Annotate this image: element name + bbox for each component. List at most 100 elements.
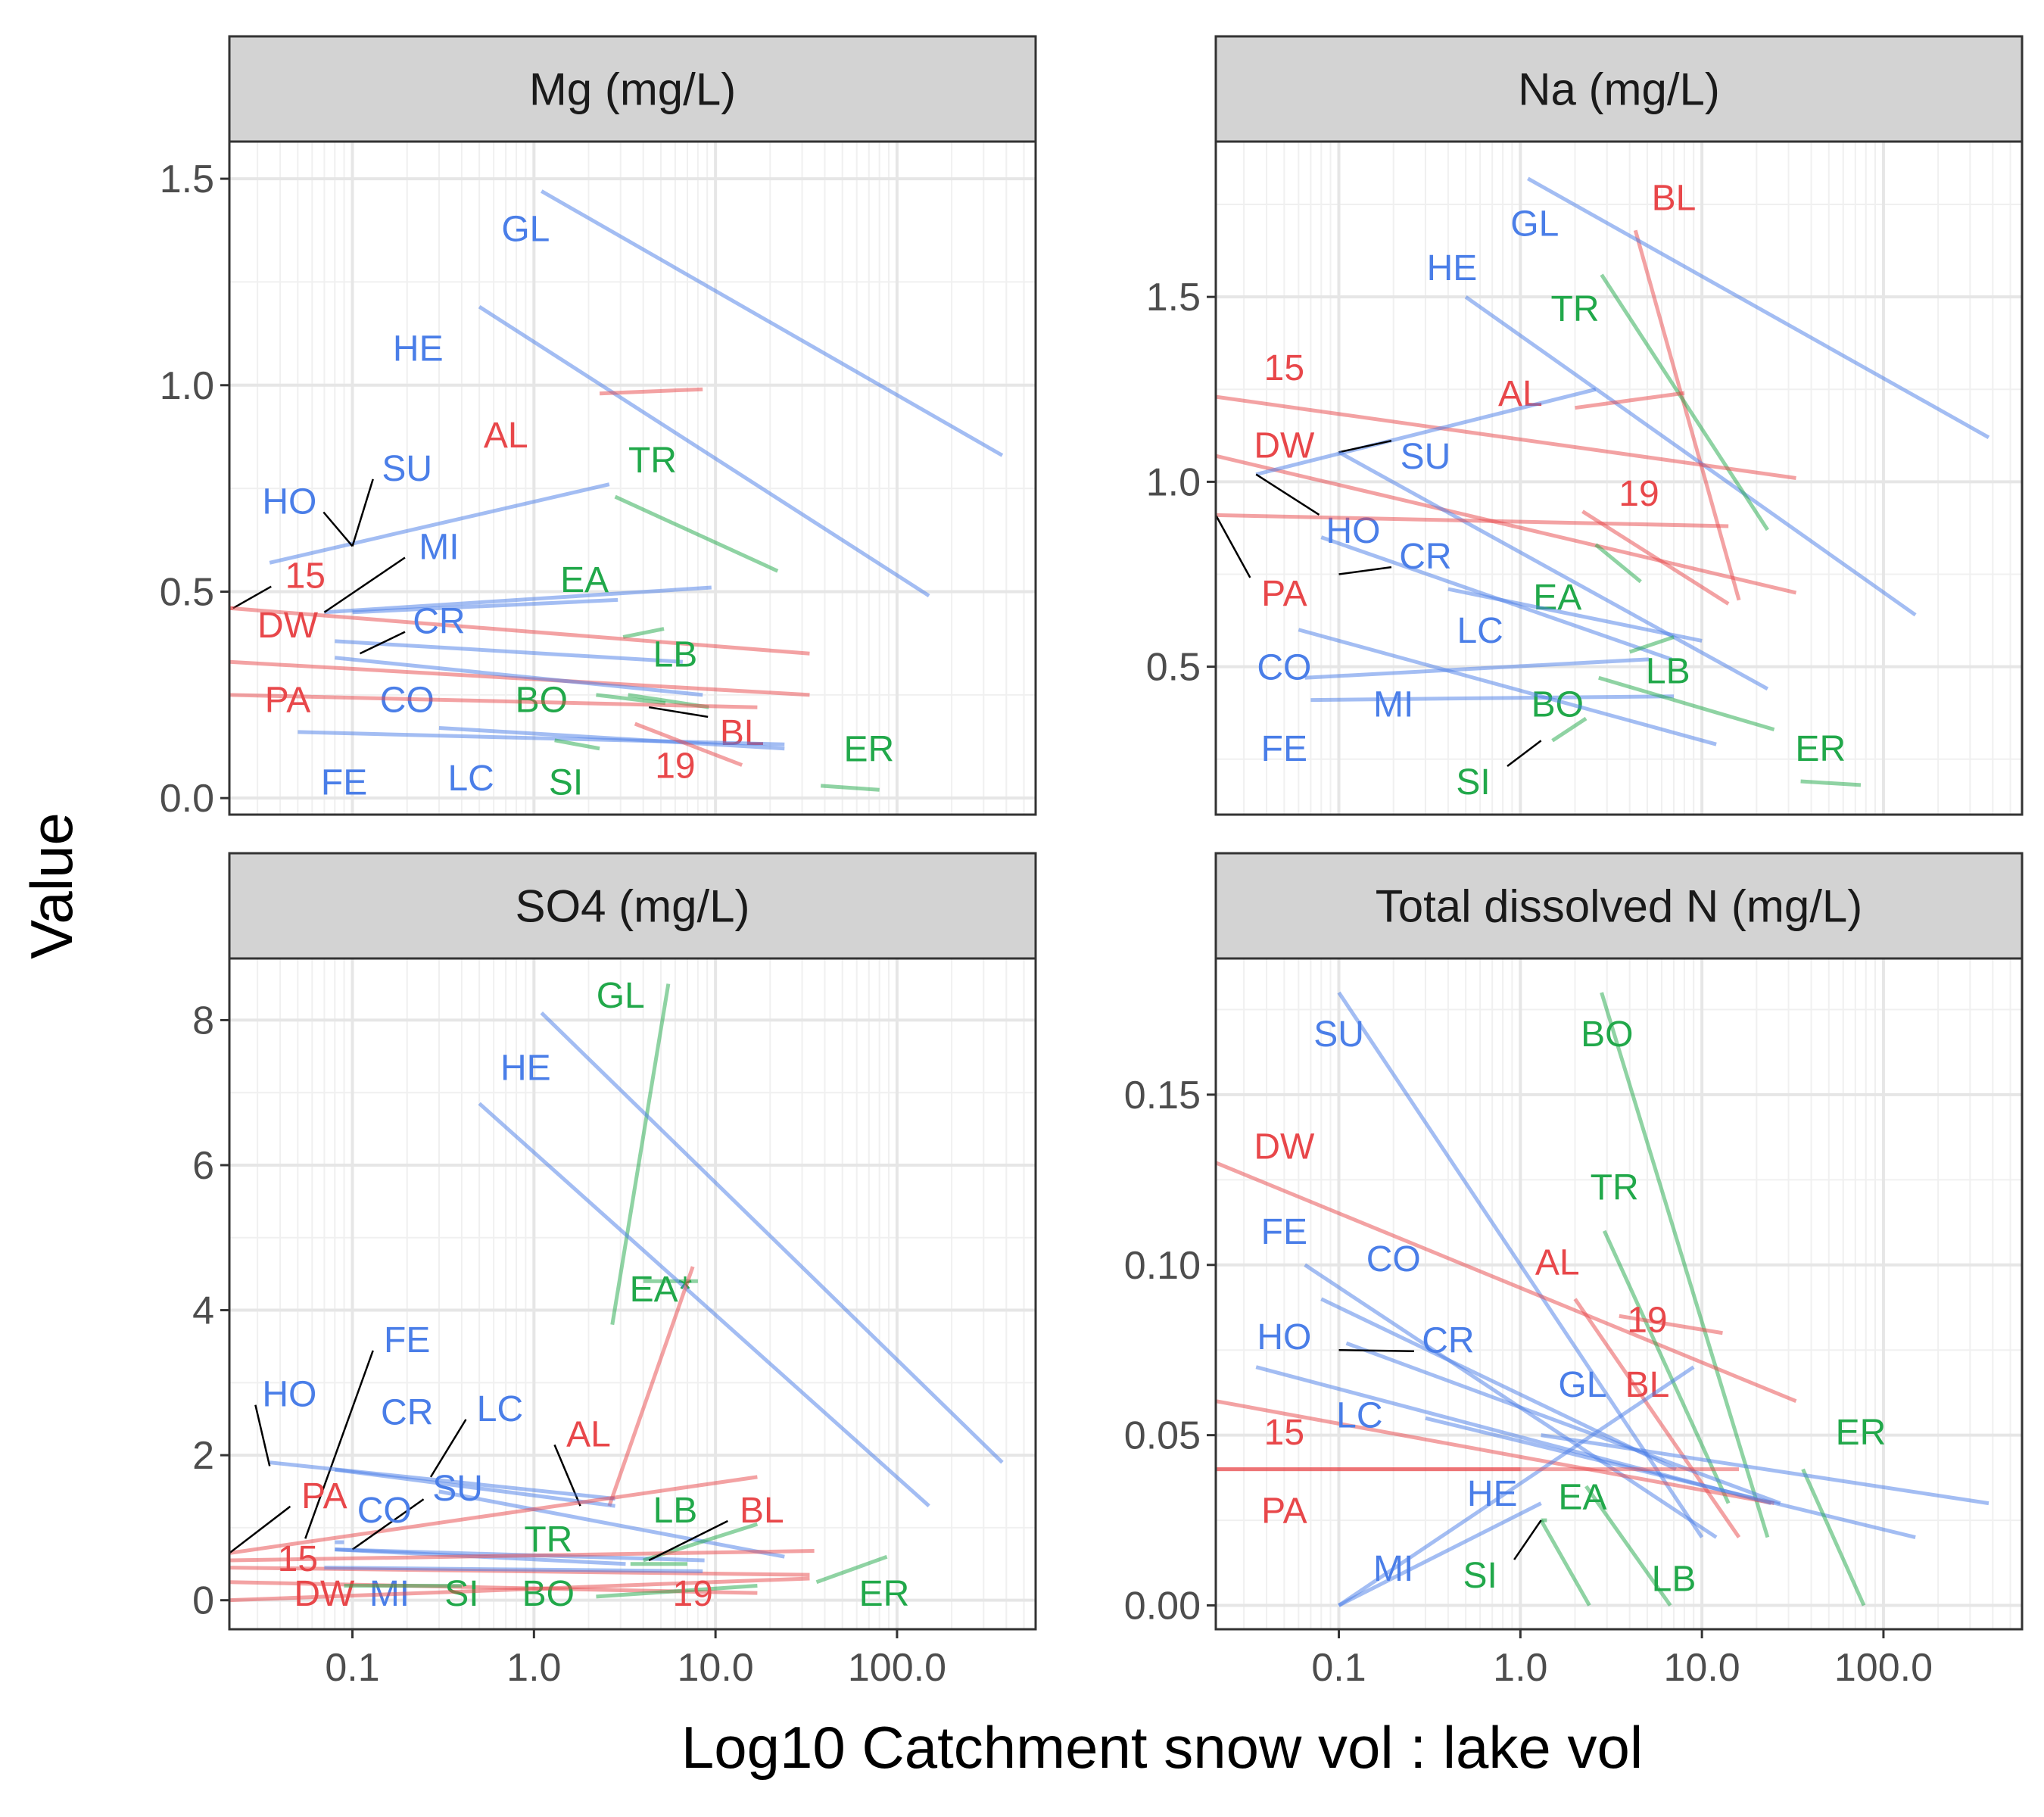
series-label-SI: SI	[1456, 762, 1490, 803]
x-tick-label: 1.0	[1493, 1646, 1547, 1690]
series-line-DW	[1216, 1161, 1797, 1403]
facet-title: Total dissolved N (mg/L)	[1376, 881, 1863, 932]
series-label-SI: SI	[1463, 1556, 1497, 1596]
series-label-ER: ER	[843, 730, 894, 770]
x-tick-label: 0.1	[325, 1646, 379, 1690]
series-label-GL: GL	[1510, 204, 1559, 244]
series-label-BO: BO	[522, 1574, 575, 1614]
x-tick-label: 1.0	[506, 1646, 561, 1690]
series-label-LC: LC	[1336, 1396, 1382, 1436]
series-label-TR: TR	[1551, 289, 1600, 329]
facet-strip	[1214, 35, 2024, 143]
series-label-ER: ER	[1836, 1413, 1887, 1453]
series-line-CO	[335, 656, 703, 697]
series-label-ER: ER	[1795, 729, 1846, 769]
series-line-AL	[607, 1266, 695, 1507]
series-line-EA	[1594, 543, 1642, 584]
series-line-HE	[1464, 295, 1917, 617]
series-line-AL	[1575, 391, 1685, 410]
series-line-CR	[335, 639, 684, 664]
series-label-BL: BL	[1652, 178, 1697, 218]
y-tick-label: 0.5	[160, 570, 214, 614]
y-tick-label: 0	[192, 1579, 214, 1623]
y-tick-label: 0.15	[1124, 1074, 1201, 1117]
series-line-GL-blue	[478, 1102, 930, 1508]
series-label-MI: MI	[1373, 684, 1413, 725]
series-label-GL: GL	[501, 210, 550, 250]
series-line-MI	[1338, 1501, 1542, 1607]
series-label-TR: TR	[524, 1519, 572, 1560]
panel-data: GLHEEA*ALFEHOLCCRPASUCOLBBLTR15MIDWSIBO1…	[229, 976, 1004, 1614]
series-line-PA	[229, 1475, 758, 1555]
panel-1: GLHEALTRHOSUMIEA15DWCRLBPACOBOBLFELCSI19…	[160, 35, 1037, 821]
series-line-HO	[269, 482, 610, 565]
series-line-GL	[1338, 1365, 1695, 1607]
series-label-CR: CR	[1399, 537, 1451, 577]
series-line-LC	[438, 1489, 785, 1559]
series-line-15	[1216, 394, 1796, 480]
series-label-19: 19	[1627, 1301, 1667, 1341]
series-label-15: 15	[1264, 348, 1304, 388]
x-axis-title: Log10 Catchment snow vol : lake vol	[681, 1714, 1643, 1781]
panel-3: GLHEEA*ALFEHOLCCRPASUCOLBBLTR15MIDWSIBO1…	[192, 852, 1037, 1690]
series-line-FE	[1304, 1263, 1718, 1539]
series-line-LC	[1425, 1416, 1916, 1539]
series-label-SU: SU	[382, 449, 432, 489]
series-label-AL: AL	[566, 1414, 611, 1454]
series-label-TR: TR	[1591, 1167, 1639, 1208]
series-label-LB: LB	[653, 1491, 698, 1531]
series-label-MI: MI	[419, 527, 459, 567]
leader-line-SI	[1513, 1519, 1542, 1560]
series-line-SU	[352, 597, 618, 615]
series-label-HE: HE	[500, 1049, 551, 1089]
series-label-EA: EA	[1558, 1478, 1606, 1518]
leader-line-CR	[359, 631, 406, 655]
series-label-HE: HE	[393, 329, 444, 369]
series-line-DW	[1216, 453, 1797, 595]
series-label-ER: ER	[859, 1574, 910, 1614]
leader-line-15	[232, 585, 272, 609]
series-label-BO: BO	[1581, 1014, 1633, 1055]
leader-line-HO	[254, 1404, 271, 1466]
series-line-MI	[324, 1566, 703, 1573]
series-label-PA: PA	[265, 680, 310, 720]
series-line-GL	[1527, 176, 1990, 439]
leader-line-HO	[1255, 473, 1320, 516]
y-tick-label: 0.00	[1124, 1585, 1201, 1628]
panels-layer: GLHEALTRHOSUMIEA15DWCRLBPACOBOBLFELCSI19…	[160, 35, 2024, 1690]
series-label-19: 19	[655, 746, 695, 787]
leader-line-CR	[1338, 1348, 1414, 1352]
series-label-BL: BL	[740, 1491, 784, 1531]
series-label-15: 15	[285, 556, 326, 597]
series-label-HE: HE	[1427, 248, 1478, 288]
series-line-CO	[1304, 657, 1650, 680]
series-label-TR: TR	[628, 441, 677, 481]
series-line-CR	[334, 1467, 615, 1508]
series-label-SI: SI	[444, 1574, 478, 1614]
facet-strip	[1214, 852, 2024, 960]
facet-title: SO4 (mg/L)	[515, 881, 749, 932]
series-line-HO	[269, 1460, 615, 1501]
series-line-SU	[1337, 991, 1704, 1538]
y-tick-label: 4	[192, 1289, 214, 1333]
series-line-ER	[1800, 779, 1862, 787]
series-label-CR: CR	[413, 602, 465, 642]
series-line-SI	[554, 738, 600, 751]
leader-line-SU	[351, 1498, 425, 1551]
series-label-19: 19	[672, 1574, 712, 1614]
y-tick-label: 1.5	[1146, 276, 1201, 319]
leader-line-PA	[1216, 514, 1251, 578]
series-line-LB	[1628, 635, 1675, 654]
leader-line-SU	[351, 478, 374, 547]
series-label-FE: FE	[1261, 1212, 1307, 1252]
y-tick-label: 1.0	[160, 364, 214, 408]
series-label-MI: MI	[1373, 1549, 1413, 1589]
series-label-DW: DW	[1254, 426, 1315, 466]
series-line-ER	[815, 1554, 888, 1585]
series-line-BO	[596, 693, 666, 706]
series-line-HE	[1541, 1433, 1989, 1506]
series-label-CR: CR	[1422, 1321, 1474, 1361]
